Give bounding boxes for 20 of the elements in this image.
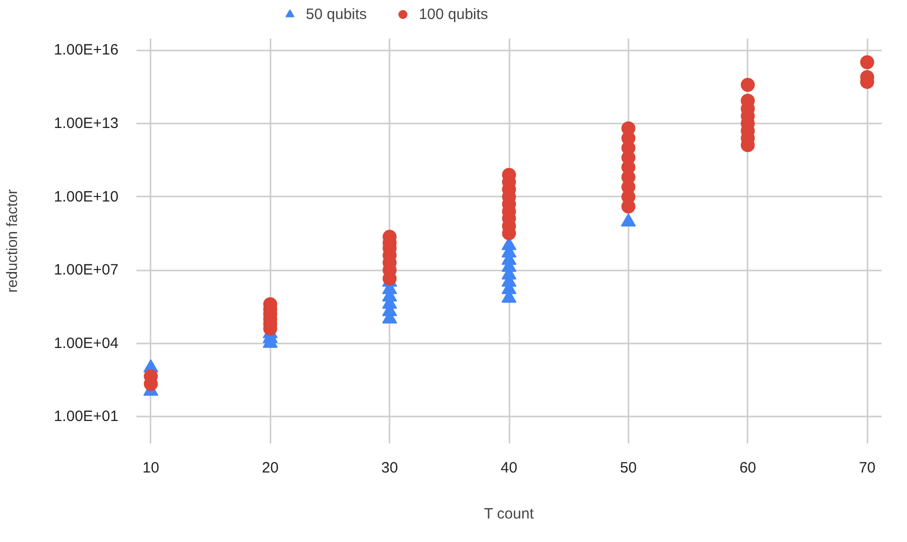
x-tick-label: 50 [620,460,637,476]
y-axis-title: reduction factor [4,189,21,293]
y-tick-label: 1.00E+16 [54,42,119,59]
legend-label: 50 qubits [306,6,367,22]
legend-label: 100 qubits [418,6,488,22]
point [621,121,636,136]
point [740,78,755,92]
y-tick-label: 1.00E+10 [54,188,119,206]
x-tick-label: 60 [739,460,756,476]
x-tick-label: 70 [858,460,876,476]
x-tick-label: 30 [381,460,398,476]
x-tick-label: 10 [142,460,160,476]
y-tick-label: 1.00E+07 [54,262,119,279]
y-tick-label: 1.00E+04 [54,334,119,352]
x-axis-title: T count [484,506,535,522]
y-tick-label: 1.00E+01 [54,408,119,426]
point [860,55,874,70]
y-tick-label: 1.00E+13 [54,114,119,132]
x-tick-label: 40 [500,460,518,476]
x-tick-label: 20 [262,460,279,476]
